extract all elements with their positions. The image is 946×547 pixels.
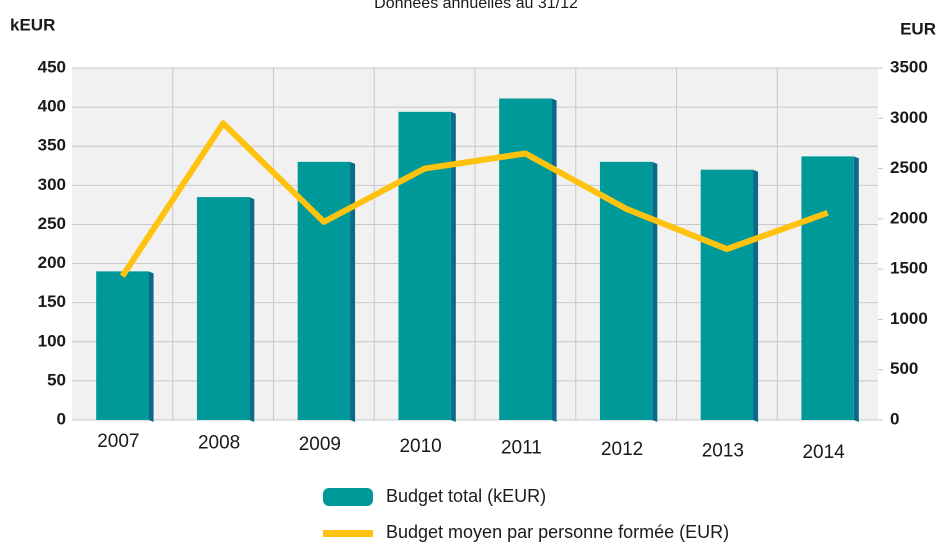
y-tick-label: 150	[38, 292, 66, 311]
y-tick-label: 50	[47, 370, 66, 389]
bar-side	[652, 161, 658, 422]
x-tick-label: 2012	[601, 439, 643, 460]
bar	[196, 197, 250, 420]
y-tick-label: 450	[38, 57, 66, 76]
y-tick-label: 400	[38, 97, 66, 116]
y-tick-label: 250	[38, 214, 66, 233]
legend-swatch	[323, 488, 373, 506]
y2-tick-label: 3500	[890, 57, 928, 76]
chart-title: Données annuelles au 31/12	[374, 0, 578, 12]
x-tick-label: 2011	[501, 437, 542, 458]
y-tick-label: 350	[38, 136, 66, 155]
bar	[499, 98, 552, 421]
bar-side	[853, 156, 859, 422]
y-axis-label: kEUR	[10, 15, 55, 34]
line	[119, 120, 829, 278]
bar	[398, 111, 451, 420]
bar-side	[249, 197, 255, 422]
bar	[96, 271, 149, 420]
legend-swatch	[323, 530, 373, 537]
x-tick-label: 2013	[702, 441, 744, 462]
y2-tick-label: 2500	[890, 158, 928, 177]
bar-side	[450, 111, 456, 422]
bar-side	[350, 161, 356, 422]
y2-tick-label: 1500	[890, 259, 928, 278]
x-tick-label: 2014	[802, 442, 845, 463]
bar	[700, 169, 754, 420]
y2-tick-label: 2000	[890, 208, 928, 227]
y2-tick-label: 3000	[890, 108, 928, 127]
y-tick-label: 100	[38, 331, 66, 350]
y2-tick-label: 500	[890, 359, 918, 378]
y2-tick-label: 1000	[890, 309, 928, 328]
y2-tick-label: 0	[890, 409, 899, 428]
y-tick-label: 200	[38, 253, 66, 272]
x-tick-label: 2010	[399, 436, 441, 457]
bar	[801, 156, 854, 420]
y-tick-label: 300	[38, 175, 66, 194]
bar-side	[148, 271, 154, 422]
x-tick-label: 2007	[97, 431, 139, 452]
x-tick-label: 2008	[198, 433, 240, 454]
x-tick-label: 2009	[299, 434, 341, 455]
y2-axis-label: EUR	[900, 19, 936, 38]
legend-label: Budget moyen par personne formée (EUR)	[386, 522, 729, 542]
bar-side	[551, 98, 557, 423]
y-tick-label: 0	[57, 409, 66, 428]
bar	[599, 161, 653, 420]
legend-label: Budget total (kEUR)	[386, 486, 546, 506]
bar-side	[753, 169, 759, 422]
